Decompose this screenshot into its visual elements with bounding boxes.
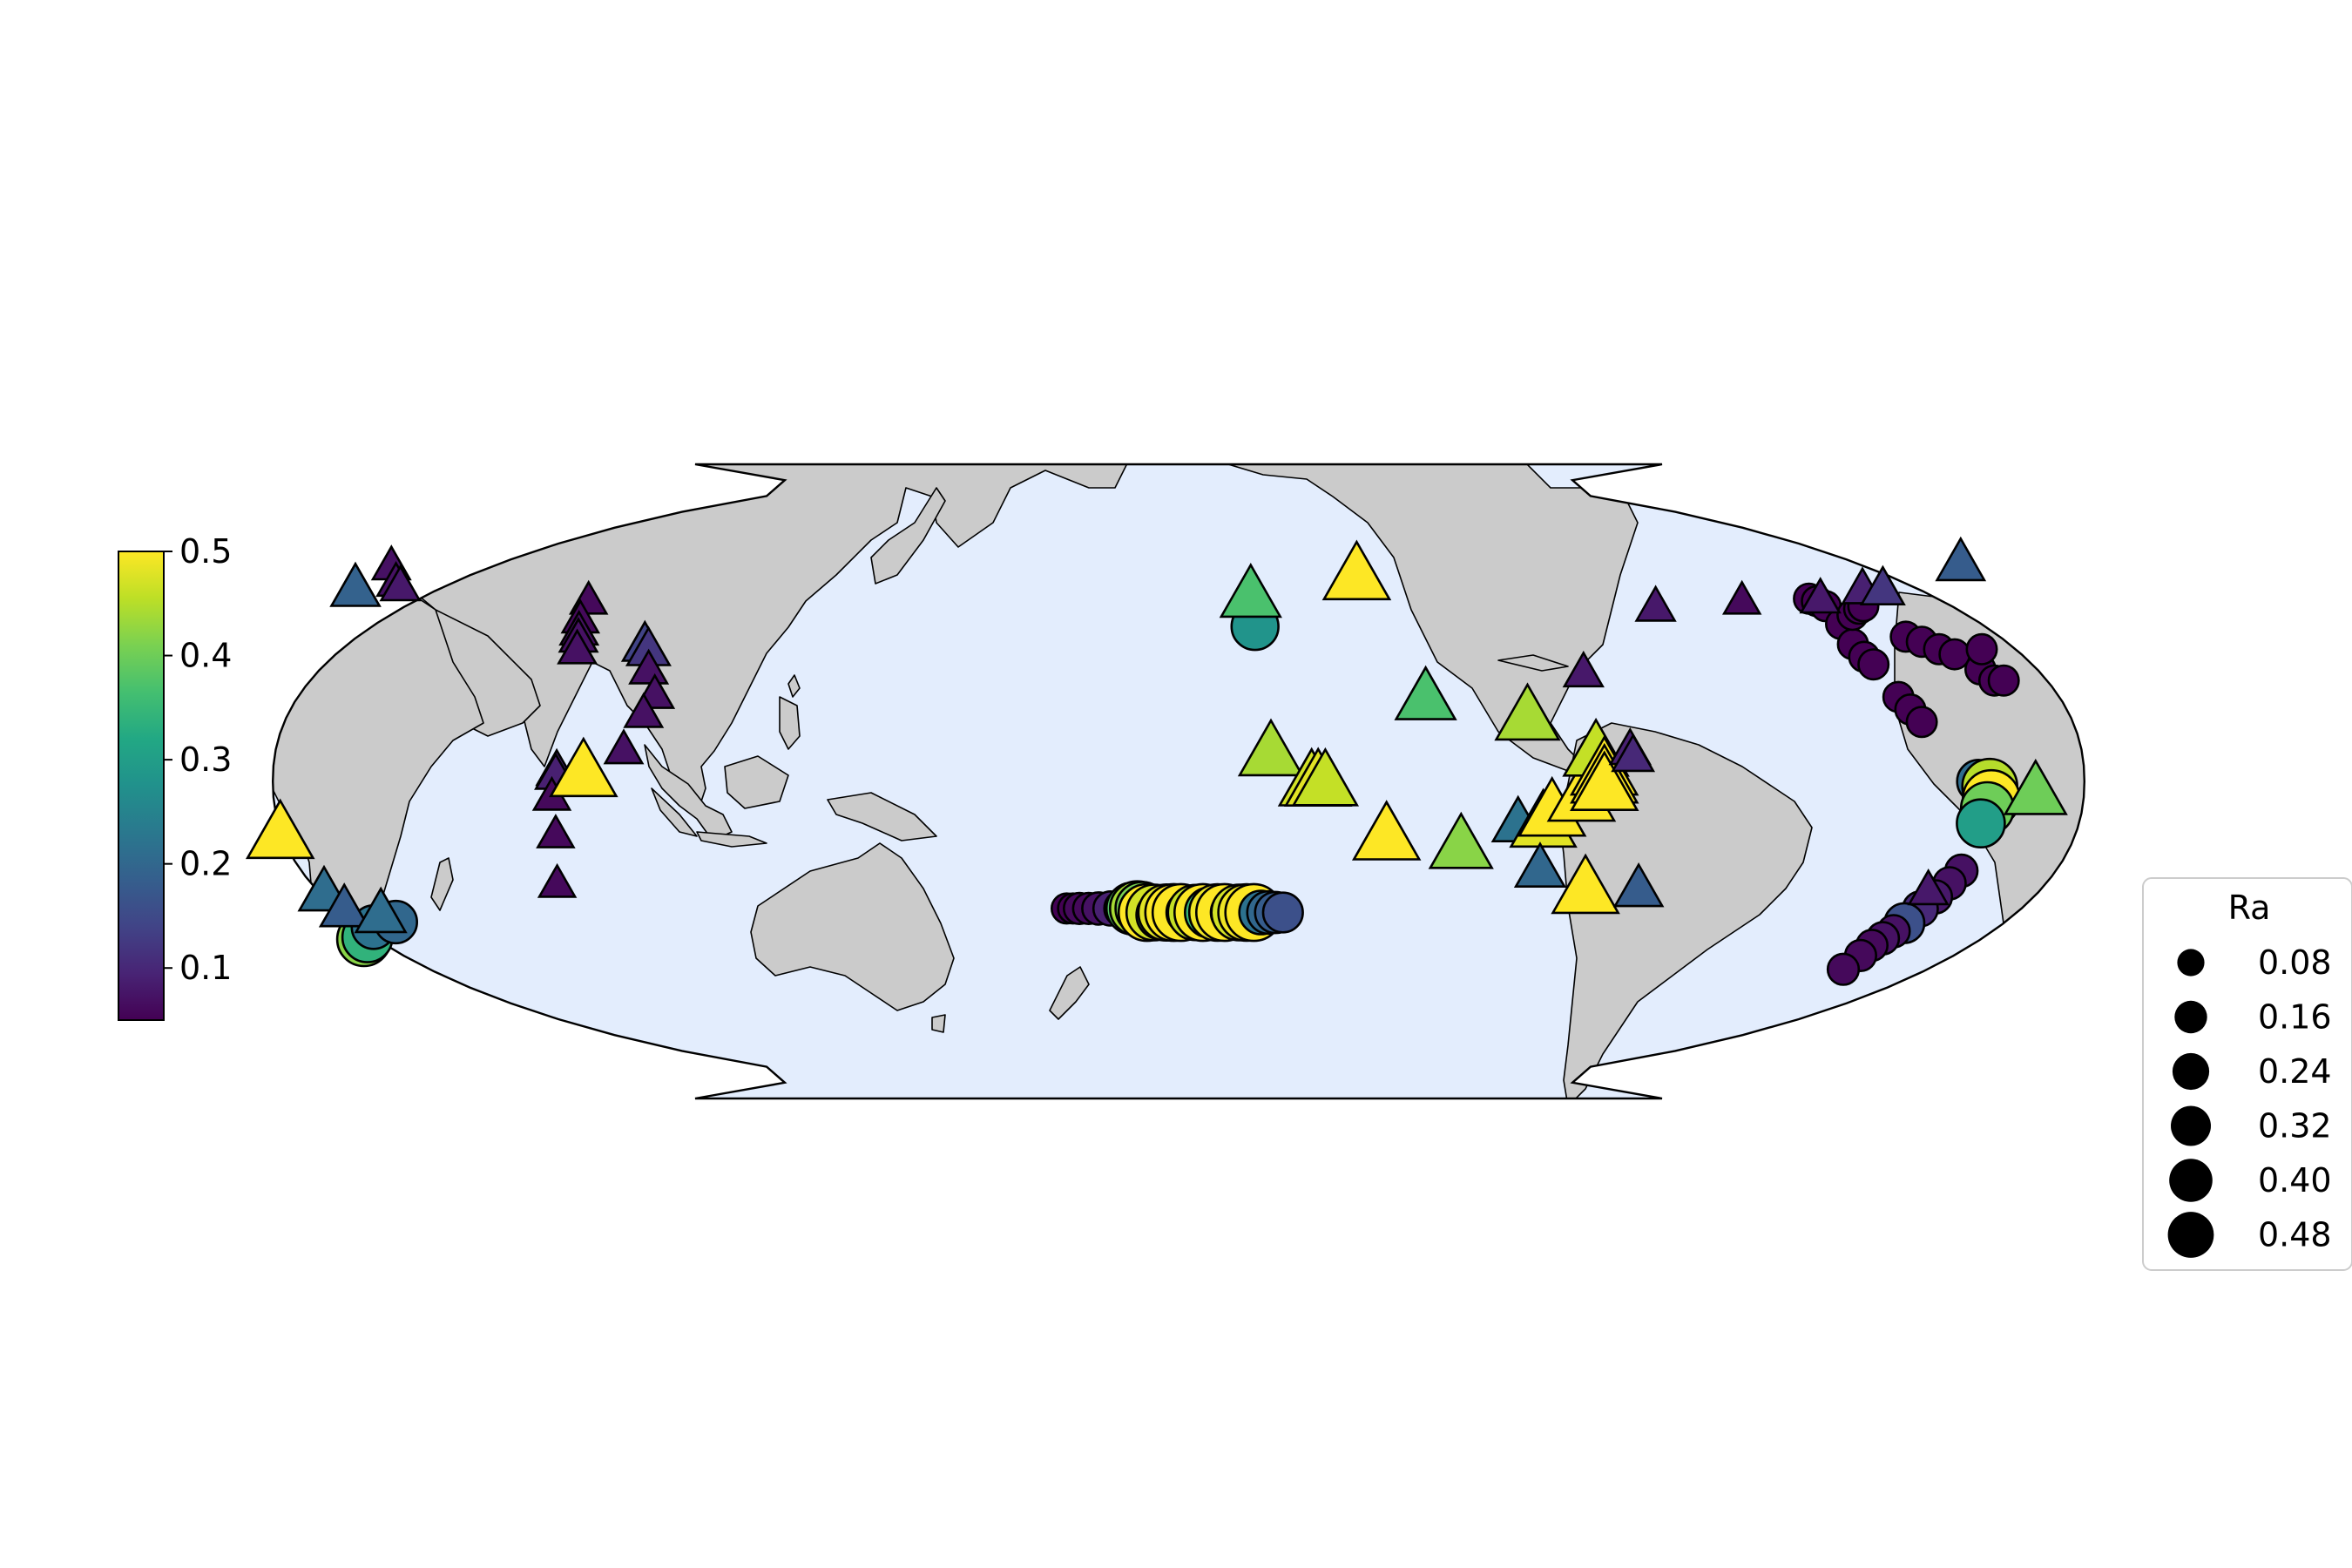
legend-size-label: 0.48: [2258, 1216, 2332, 1254]
circle-marker: [1261, 891, 1304, 934]
colorbar: 0.1 0.2 0.3 0.4 0.5: [118, 532, 232, 1021]
colorbar-gradient: [118, 551, 165, 1021]
circle-marker: [1965, 632, 1998, 666]
land-north-america: [1158, 464, 1639, 772]
triangle-marker: [1935, 536, 1987, 582]
size-legend: Ra 0.08 0.16 0.24 0.32 0.40 0.48: [2142, 877, 2352, 1271]
land-java: [696, 831, 767, 848]
triangle-marker: [1612, 862, 1665, 908]
land-madagascar: [430, 857, 454, 911]
land-eurasia: [375, 464, 1159, 815]
triangle-marker: [603, 728, 645, 765]
legend-size-marker: [2171, 1105, 2211, 1146]
land-philippines: [779, 696, 801, 750]
circle-marker: [1956, 798, 2006, 849]
triangle-marker: [245, 798, 315, 860]
land-new-zealand: [1049, 966, 1090, 1020]
legend-size-marker: [2174, 1000, 2207, 1034]
triangle-marker: [1570, 750, 1639, 812]
triangle-marker: [1611, 733, 1656, 773]
triangle-marker: [1321, 539, 1392, 601]
legend-size-label: 0.40: [2258, 1161, 2332, 1200]
triangle-marker: [1513, 841, 1567, 889]
triangle-marker: [1428, 811, 1494, 869]
triangle-marker: [1562, 650, 1605, 688]
legend-title: Ra: [2228, 889, 2271, 927]
land-sumatra: [651, 787, 698, 837]
colorbar-tick-label: 0.2: [179, 845, 232, 883]
triangle-marker: [1291, 747, 1360, 807]
land-tasmania: [931, 1014, 946, 1033]
triangle-marker: [2003, 758, 2068, 815]
circle-marker: [1857, 648, 1890, 681]
land-taiwan: [787, 674, 801, 698]
land-australia: [750, 842, 955, 1011]
triangle-marker: [537, 862, 578, 898]
triangle-marker: [1721, 579, 1762, 615]
triangle-marker: [1219, 562, 1282, 618]
colorbar-tick-label: 0.5: [179, 532, 232, 571]
triangle-marker: [379, 564, 422, 602]
legend-size-marker: [2167, 1212, 2214, 1258]
land-greenland: [1463, 322, 1673, 453]
land-antarctica: [261, 1150, 2091, 1272]
triangle-marker: [1351, 800, 1422, 861]
legend-size-label: 0.16: [2258, 998, 2332, 1037]
legend-size-marker: [2169, 1159, 2213, 1202]
land-cuba: [1497, 654, 1569, 672]
map-frame: [271, 463, 2086, 1100]
triangle-marker: [536, 814, 576, 848]
triangle-marker: [354, 886, 408, 934]
legend-size-label: 0.08: [2258, 943, 2332, 982]
triangle-marker: [549, 736, 618, 798]
triangle-marker: [623, 692, 665, 728]
triangle-marker: [1907, 868, 1950, 906]
colorbar-ticks: 0.1 0.2 0.3 0.4 0.5: [164, 532, 232, 987]
land-new-guinea: [827, 792, 937, 841]
triangle-marker: [1394, 665, 1457, 720]
circle-marker: [1905, 706, 1938, 739]
triangle-marker: [1494, 682, 1561, 741]
triangle-marker: [628, 648, 670, 685]
triangle-marker: [318, 882, 370, 928]
legend-items: 0.08 0.16 0.24 0.32 0.40 0.48: [2167, 943, 2332, 1258]
triangle-marker: [1634, 585, 1677, 622]
data-markers: [245, 536, 2068, 986]
legend-size-label: 0.24: [2258, 1052, 2332, 1091]
circle-marker: [1987, 664, 2020, 697]
colorbar-tick-label: 0.4: [179, 637, 232, 675]
legend-size-marker: [2177, 949, 2205, 977]
legend-size-marker: [2172, 1052, 2210, 1091]
triangle-marker: [1859, 564, 1906, 606]
legend-size-label: 0.32: [2258, 1107, 2332, 1146]
land-scandinavia-uk: [1846, 464, 1961, 506]
colorbar-tick-label: 0.3: [179, 740, 232, 779]
circle-marker: [1826, 952, 1861, 986]
land-borneo: [724, 755, 789, 809]
land-south-america: [1558, 722, 1813, 1098]
triangle-marker: [1551, 853, 1620, 915]
triangle-marker: [1799, 577, 1842, 614]
colorbar-tick-label: 0.1: [179, 949, 232, 987]
triangle-marker: [329, 561, 382, 607]
map-area: [261, 322, 2091, 1272]
triangle-marker: [1237, 718, 1305, 777]
triangle-marker: [557, 628, 598, 665]
land-japan: [870, 487, 946, 585]
